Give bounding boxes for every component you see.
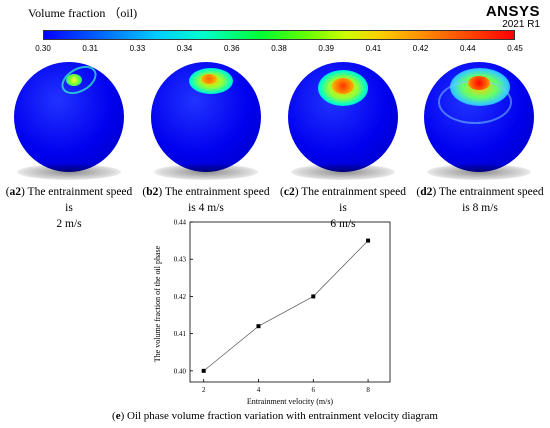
velocity-volume-fraction-chart: 2 4 6 8 0.40 0.41 0.42 0.43 0.44 Entrainment ve… xyxy=(153,219,391,406)
caption-a2: (a2) The entrainment speed is 2 m/s xyxy=(5,186,133,230)
brand-version: 2021 R1 xyxy=(502,19,540,30)
data-point xyxy=(366,238,371,243)
data-point xyxy=(201,368,206,373)
y-tick-label: 0.42 xyxy=(174,293,187,301)
colorbar xyxy=(43,30,515,40)
y-tick-label: 0.40 xyxy=(174,367,187,375)
colorbar-tick-label: 0.41 xyxy=(365,44,382,53)
shadow-b2 xyxy=(154,164,258,180)
x-axis-ticks: 2 4 6 8 xyxy=(202,379,370,394)
sphere-b2 xyxy=(151,62,261,172)
plot-frame xyxy=(189,221,391,383)
caption-c2: (c2) The entrainment speed is 6 m/s xyxy=(280,186,406,230)
x-axis-label: Entrainment velocity (m/s) xyxy=(247,397,334,406)
data-point xyxy=(256,324,261,329)
sphere-d2 xyxy=(424,62,534,172)
sphere-a2 xyxy=(14,62,124,172)
series-line xyxy=(203,240,369,372)
x-tick-label: 4 xyxy=(257,386,261,394)
colorbar-tick-label: 0.33 xyxy=(129,44,146,53)
colorbar-tick-label: 0.30 xyxy=(35,44,51,53)
caption-b2: (b2) The entrainment speed is 4 m/s xyxy=(142,186,270,214)
shadow-a2 xyxy=(17,164,121,180)
colorbar-tick-label: 0.45 xyxy=(507,44,523,53)
sphere-c2 xyxy=(288,62,398,172)
y-axis-label: The volume fraction of the oil phase xyxy=(153,245,162,362)
colorbar-tick-label: 0.36 xyxy=(224,44,240,53)
y-axis-ticks: 0.40 0.41 0.42 0.43 0.44 xyxy=(174,219,193,375)
x-tick-label: 6 xyxy=(312,386,316,394)
colorbar-tick-label: 0.31 xyxy=(82,44,98,53)
colorbar-tick-label: 0.44 xyxy=(460,44,476,53)
colorbar-tick-label: 0.42 xyxy=(412,44,429,53)
shadow-d2 xyxy=(427,164,531,180)
colorbar-tick-label: 0.34 xyxy=(176,44,193,53)
data-points xyxy=(201,238,371,373)
ansys-logo: ANSYS 2021 R1 xyxy=(486,4,540,30)
colorbar-tick-label: 0.39 xyxy=(318,44,334,53)
x-tick-label: 8 xyxy=(366,386,370,394)
colorbar-ticks: 0.30 0.31 0.33 0.34 0.36 0.38 0.39 0.41 0.42 0.44… xyxy=(28,44,530,56)
chart-caption: (e) Oil phase volume fraction variation … xyxy=(112,410,438,422)
x-tick-label: 2 xyxy=(202,386,206,394)
data-point xyxy=(311,294,316,299)
shadow-c2 xyxy=(291,164,395,180)
y-tick-label: 0.44 xyxy=(174,219,187,227)
y-tick-label: 0.43 xyxy=(174,256,187,264)
colorbar-title: Volume fraction （oil) xyxy=(28,6,138,20)
brand-name: ANSYS xyxy=(485,3,540,20)
colorbar-tick-label: 0.38 xyxy=(271,44,287,53)
caption-d2: (d2) The entrainment speed is 8 m/s xyxy=(416,186,544,214)
y-tick-label: 0.41 xyxy=(174,330,187,338)
